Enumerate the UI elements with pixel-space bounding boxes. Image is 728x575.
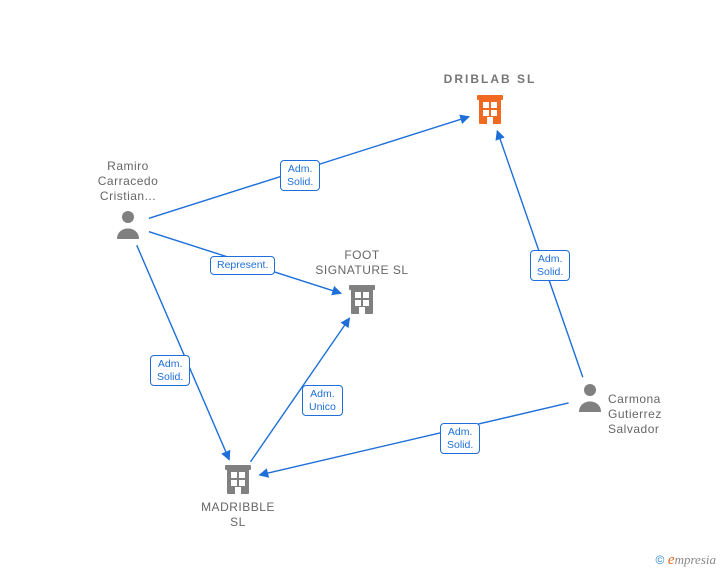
copyright-symbol: © xyxy=(655,553,664,567)
edge-label-carmona-madribble: Adm. Solid. xyxy=(440,423,480,454)
node-label-madribble: MADRIBBLE SL xyxy=(168,500,308,530)
edge-label-ramiro-driblab: Adm. Solid. xyxy=(280,160,320,191)
edge-label-ramiro-madribble: Adm. Solid. xyxy=(150,355,190,386)
node-carmona[interactable] xyxy=(579,384,601,412)
edge-label-ramiro-foot: Represent. xyxy=(210,256,275,275)
node-ramiro[interactable] xyxy=(117,211,139,239)
edge-ramiro-madribble xyxy=(137,245,230,460)
node-label-ramiro: Ramiro Carracedo Cristian... xyxy=(58,159,198,204)
node-label-carmona: Carmona Gutierrez Salvador xyxy=(608,392,728,437)
edge-label-madribble-foot: Adm. Unico xyxy=(302,385,343,416)
node-foot[interactable] xyxy=(349,285,375,314)
diagram-canvas xyxy=(0,0,728,575)
node-driblab[interactable] xyxy=(477,95,503,124)
node-label-driblab: DRIBLAB SL xyxy=(420,72,560,87)
edge-label-carmona-driblab: Adm. Solid. xyxy=(530,250,570,281)
watermark: © empresia xyxy=(655,552,716,569)
node-label-foot: FOOT SIGNATURE SL xyxy=(292,248,432,278)
brand-e: e xyxy=(668,552,675,568)
brand-rest: mpresia xyxy=(675,552,716,567)
node-madribble[interactable] xyxy=(225,465,251,494)
